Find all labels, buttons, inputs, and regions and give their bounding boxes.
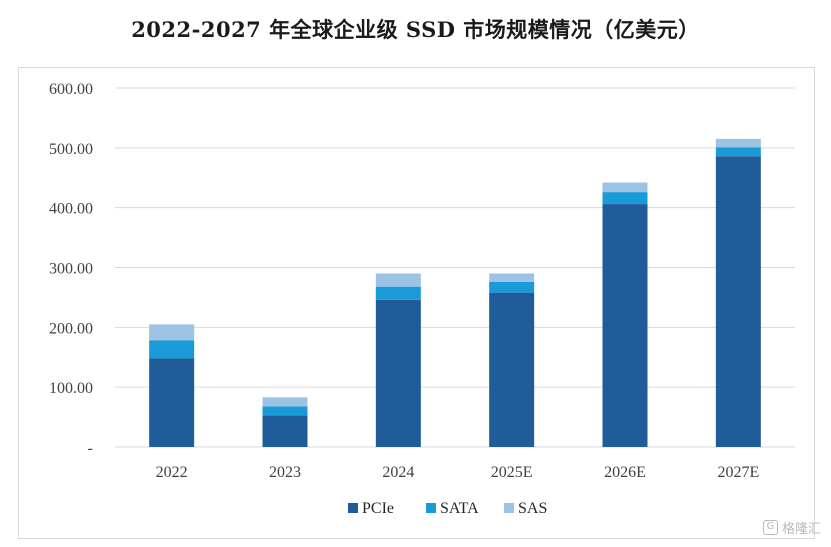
legend-label-sas: SAS bbox=[518, 500, 547, 517]
bar-sata bbox=[489, 281, 535, 293]
bar-sas bbox=[602, 182, 648, 193]
bar-pcie bbox=[489, 292, 535, 447]
chart-frame bbox=[18, 67, 815, 539]
x-tick-label: 2022 bbox=[156, 464, 188, 481]
y-tick-label: - bbox=[88, 440, 93, 457]
bar-sas bbox=[149, 324, 195, 341]
y-tick-label: 400.00 bbox=[49, 201, 93, 218]
bar-sata bbox=[262, 406, 308, 416]
y-tick-label: 600.00 bbox=[49, 81, 93, 98]
bar-sata bbox=[149, 340, 195, 359]
bar-sas bbox=[715, 138, 761, 148]
legend-label-sata: SATA bbox=[440, 500, 479, 517]
bar-pcie bbox=[602, 204, 648, 447]
y-tick-label: 200.00 bbox=[49, 320, 93, 337]
gelonghui-logo-icon: G bbox=[762, 520, 778, 535]
legend-swatch-sata bbox=[426, 503, 436, 513]
x-tick-label: 2023 bbox=[269, 464, 301, 481]
x-tick-label: 2025E bbox=[491, 464, 533, 481]
bar-pcie bbox=[715, 156, 761, 447]
watermark-text: 格隆汇 bbox=[781, 522, 821, 537]
bar-sas bbox=[375, 273, 421, 287]
x-tick-label: 2026E bbox=[604, 464, 646, 481]
y-tick-label: 300.00 bbox=[49, 261, 93, 278]
bar-sata bbox=[715, 147, 761, 157]
y-tick-label: 500.00 bbox=[49, 141, 93, 158]
x-tick-label: 2027E bbox=[717, 464, 759, 481]
bar-pcie bbox=[262, 415, 308, 447]
bar-pcie bbox=[149, 358, 195, 447]
bar-sata bbox=[602, 192, 648, 205]
bar-sas bbox=[489, 273, 535, 282]
bar-sata bbox=[375, 286, 421, 300]
x-tick-label: 2024 bbox=[382, 464, 414, 481]
legend-label-pcie: PCIe bbox=[362, 500, 394, 517]
watermark: G 格隆汇 bbox=[762, 518, 821, 537]
y-tick-label: 100.00 bbox=[49, 380, 93, 397]
chart-title: 2022-2027 年全球企业级 SSD 市场规模情况（亿美元） bbox=[131, 17, 700, 42]
legend-swatch-sas bbox=[504, 503, 514, 513]
bar-sas bbox=[262, 397, 308, 407]
legend-swatch-pcie bbox=[348, 503, 358, 513]
bar-pcie bbox=[375, 299, 421, 447]
